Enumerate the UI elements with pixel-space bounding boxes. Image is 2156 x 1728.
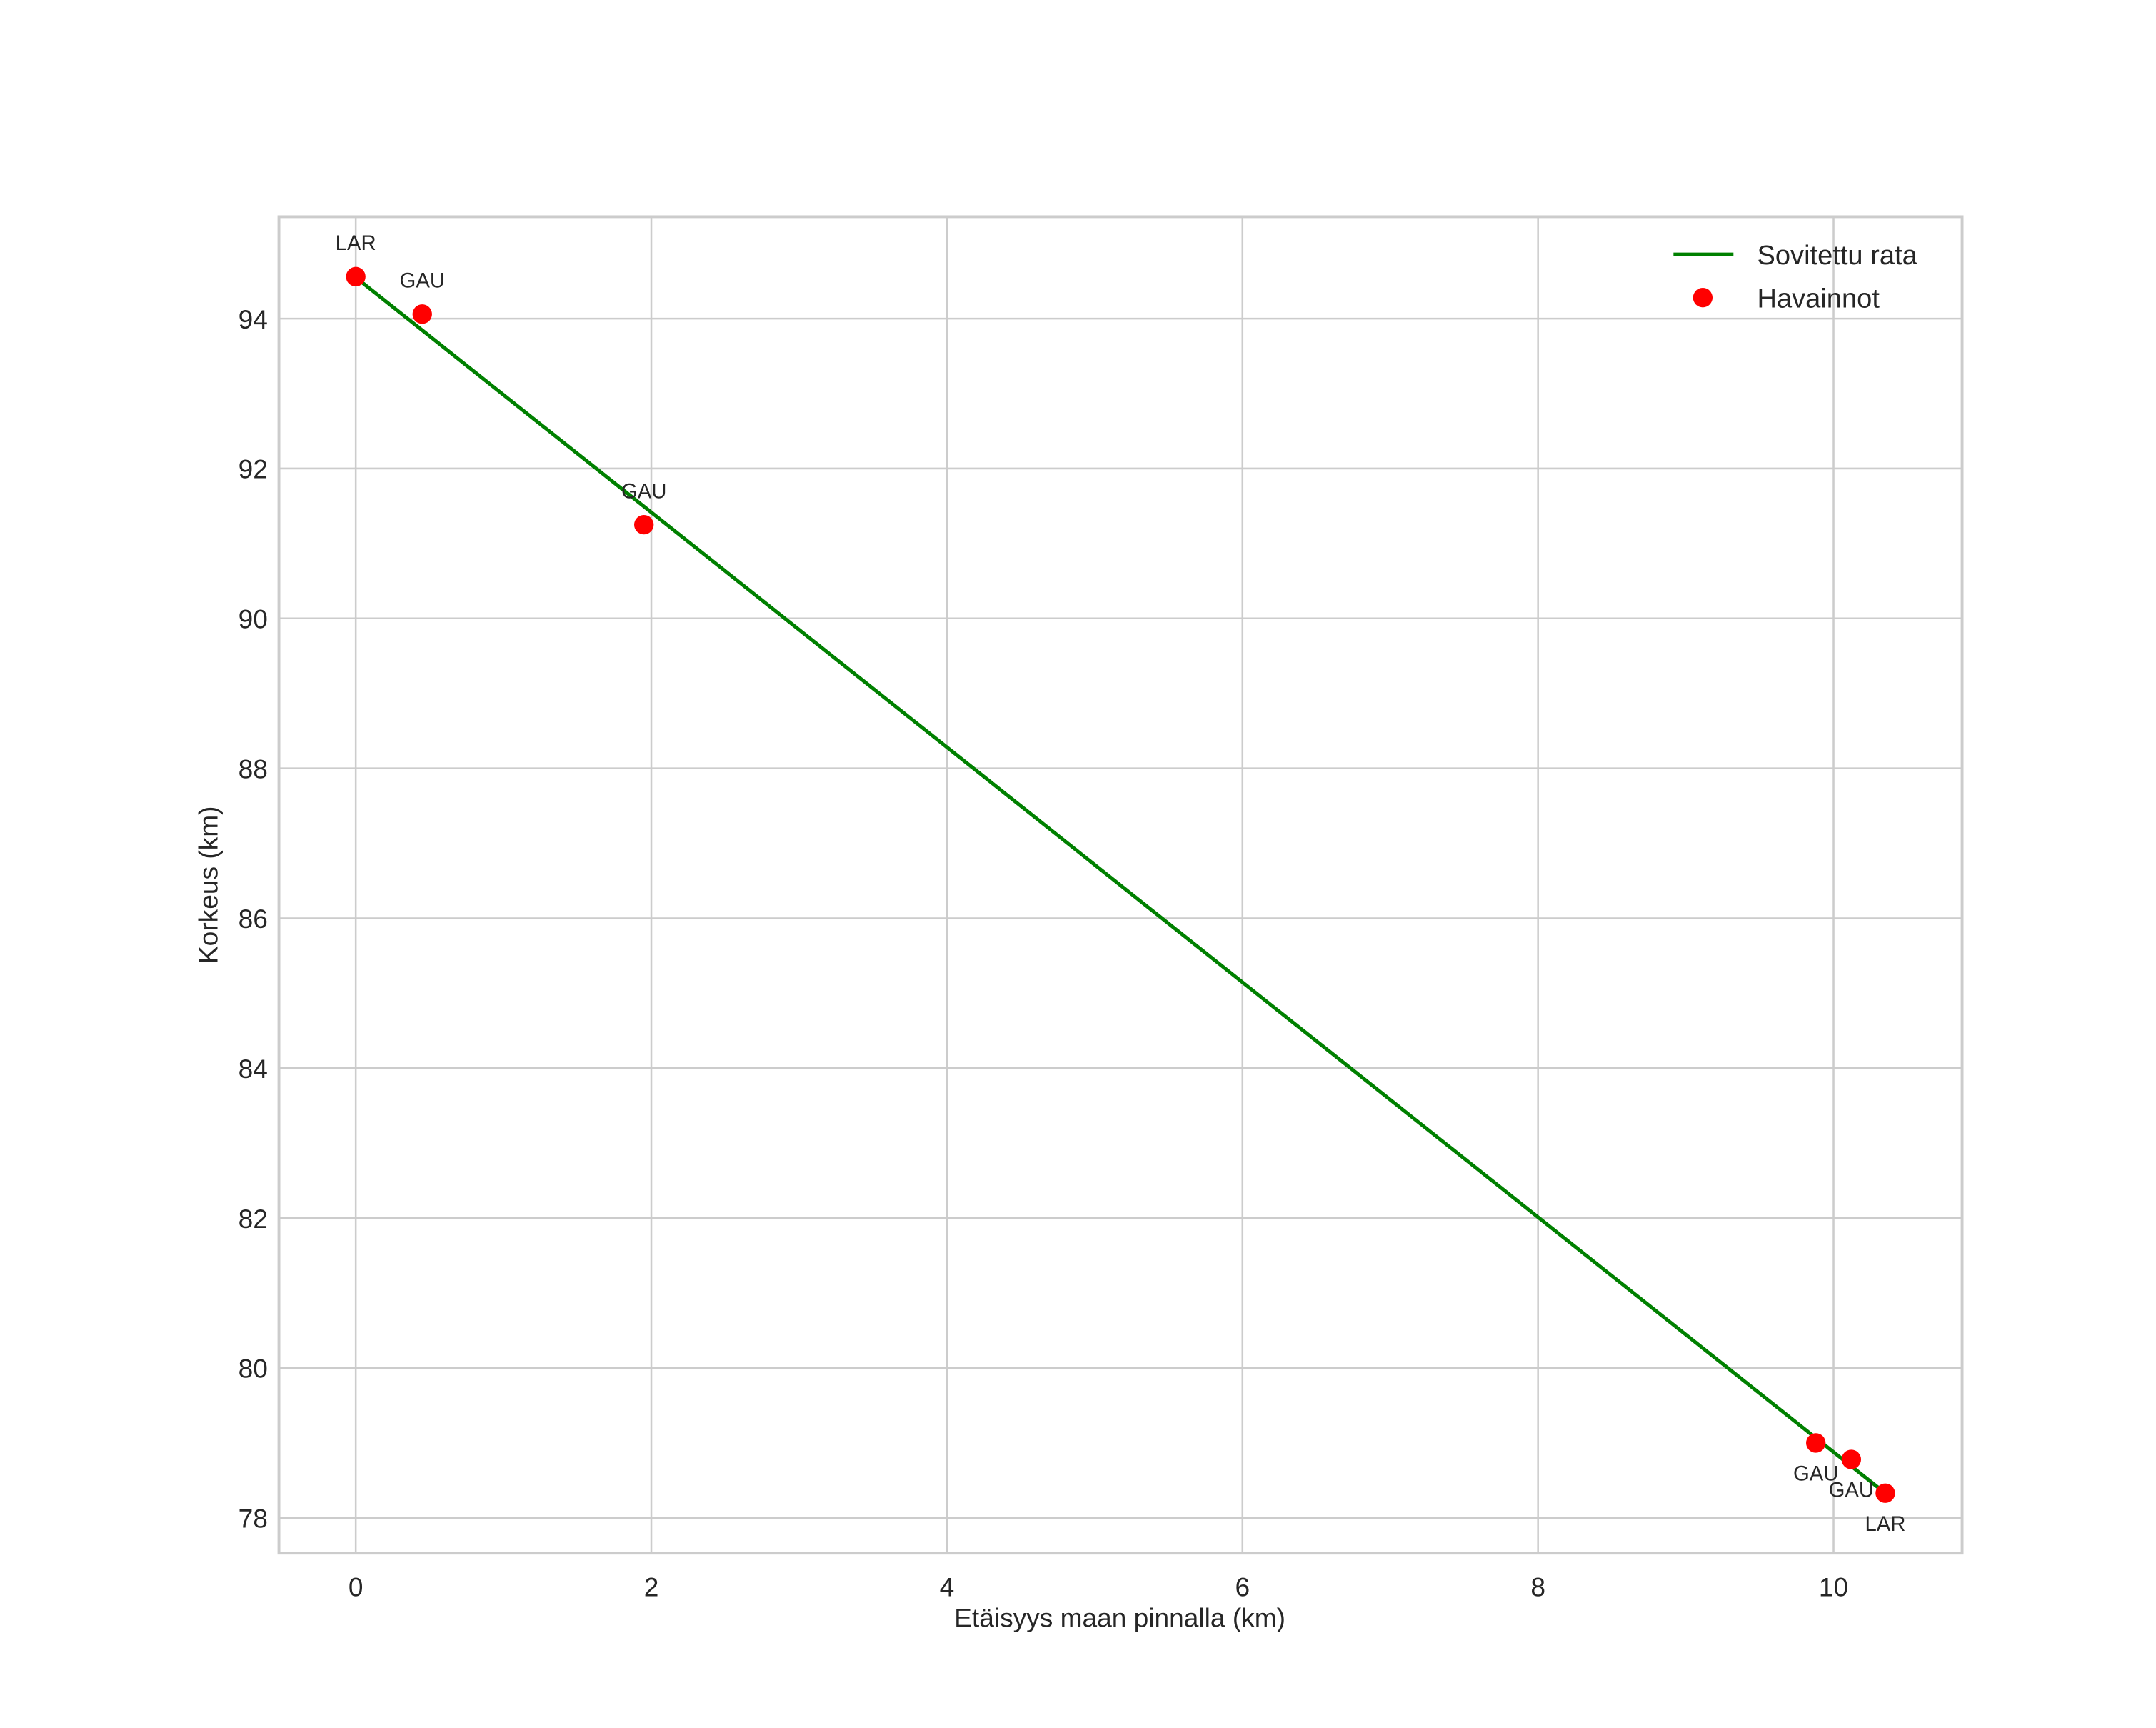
observation-point [1875, 1483, 1895, 1503]
legend: Sovitettu rata Havainnot [1673, 241, 1918, 314]
fitted-trajectory-line [354, 276, 1887, 1495]
x-tick-label: 6 [1235, 1572, 1250, 1602]
y-tick-label: 84 [239, 1054, 268, 1084]
x-axis-label: Etäisyys maan pinnalla (km) [954, 1603, 1285, 1633]
legend-label-fitted: Sovitettu rata [1758, 241, 1918, 271]
y-tick-label: 78 [239, 1504, 268, 1534]
x-tick-label: 2 [644, 1572, 659, 1602]
y-tick-label: 88 [239, 754, 268, 784]
station-label: LAR [1865, 1512, 1905, 1536]
y-tick-label: 94 [239, 304, 268, 334]
station-label: GAU [1829, 1479, 1874, 1502]
observation-point [1841, 1449, 1862, 1469]
observation-point [634, 514, 654, 535]
legend-dot-icon [1693, 288, 1713, 308]
grid-lines [279, 216, 1962, 1554]
observation-point [412, 304, 432, 324]
y-tick-label: 86 [239, 904, 268, 934]
x-tick-label: 0 [349, 1572, 363, 1602]
x-tick-label: 10 [1819, 1572, 1848, 1602]
station-label: GAU [1793, 1462, 1838, 1486]
y-axis-label: Korkeus (km) [194, 806, 224, 964]
station-label: GAU [400, 269, 445, 293]
observation-point [346, 266, 366, 287]
y-tick-label: 82 [239, 1204, 268, 1234]
observation-point [1806, 1433, 1826, 1453]
legend-label-observations: Havainnot [1758, 284, 1880, 314]
station-label: GAU [621, 480, 666, 504]
x-tick-label: 4 [940, 1572, 955, 1602]
y-axis-ticks: 78 80 82 84 86 88 90 92 94 [239, 304, 268, 1534]
y-tick-label: 92 [239, 454, 268, 484]
station-label: LAR [336, 231, 376, 255]
y-tick-label: 90 [239, 604, 268, 634]
plot-frame [277, 215, 1964, 1555]
x-axis-ticks: 0 2 4 6 8 10 [349, 1572, 1848, 1602]
x-tick-label: 8 [1530, 1572, 1545, 1602]
fitted-line-path [354, 276, 1887, 1495]
y-tick-label: 80 [239, 1354, 268, 1384]
